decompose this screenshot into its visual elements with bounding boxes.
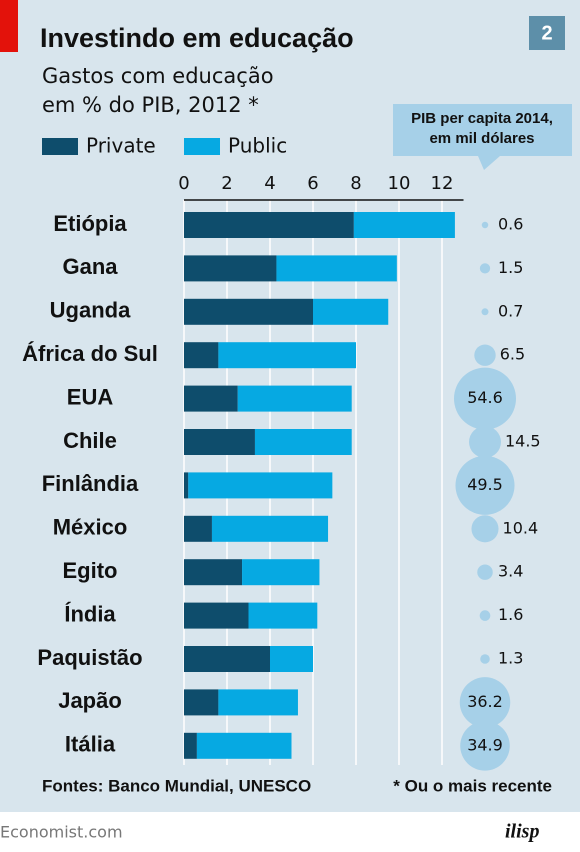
bubble	[481, 308, 489, 316]
bar-segment	[270, 646, 313, 672]
badge	[529, 16, 565, 50]
bubble-label: 54.6	[467, 388, 503, 407]
y-tick-label: Japão	[58, 688, 122, 713]
bubble	[455, 455, 515, 515]
bar-segment	[211, 515, 329, 542]
subtitle: Gastos com educação	[42, 64, 274, 88]
page-number: 2	[541, 22, 552, 44]
bar-segment	[184, 385, 238, 412]
x-tick-label: 4	[264, 173, 275, 194]
bar-segment	[276, 255, 397, 282]
bar-segment	[254, 429, 352, 455]
y-tick-label: Índia	[64, 601, 116, 626]
bubble-label: 1.5	[498, 258, 523, 277]
bubble	[454, 367, 516, 430]
footer-logo: ilisp	[505, 821, 539, 843]
bubble-label: 0.6	[498, 215, 523, 234]
y-tick-label: Gana	[62, 254, 118, 279]
bar-segment	[184, 689, 219, 716]
x-tick-label: 10	[388, 173, 411, 194]
bar-segment	[196, 732, 292, 759]
red-tag	[0, 0, 18, 52]
bubble-label: 34.9	[467, 735, 503, 754]
bar-segment	[188, 472, 333, 499]
bar-segment	[184, 212, 354, 238]
x-tick-label: 12	[431, 173, 454, 194]
y-tick-label: EUA	[67, 384, 114, 409]
bar-segment	[237, 385, 352, 412]
bubble-label: 1.3	[498, 649, 523, 668]
bubble-label: 36.2	[467, 692, 503, 711]
bar-segment	[242, 559, 320, 586]
bar-segment	[184, 255, 277, 282]
y-tick-label: Paquistão	[37, 645, 142, 670]
bubble-label: 10.4	[503, 518, 539, 537]
bar-segment	[184, 559, 243, 586]
bubble-label: 1.6	[498, 605, 523, 624]
x-tick-label: 0	[178, 173, 189, 194]
bubble	[474, 344, 496, 366]
bubble	[477, 564, 493, 580]
x-tick-label: 2	[221, 173, 232, 194]
bubble	[479, 263, 491, 274]
x-tick-label: 8	[350, 173, 361, 194]
bubble-label: 14.5	[505, 432, 541, 451]
callout-box	[393, 104, 572, 170]
bubble	[480, 654, 490, 664]
y-tick-label: Chile	[63, 428, 117, 453]
bubble-label: 6.5	[500, 345, 525, 364]
bubble	[479, 610, 491, 621]
legend-swatch	[42, 138, 78, 155]
bubble	[460, 721, 510, 771]
y-tick-label: Finlândia	[42, 471, 139, 496]
bar-segment	[248, 602, 318, 629]
bar-segment	[218, 342, 356, 369]
bar-segment	[184, 515, 212, 542]
chart-title: Investindo em educação	[40, 23, 354, 53]
bar-segment	[184, 429, 255, 455]
bubble	[471, 515, 499, 543]
bubble	[459, 677, 511, 728]
bubble-title: PIB per capita 2014,	[411, 110, 553, 127]
y-tick-label: Uganda	[50, 298, 131, 323]
bar-segment	[184, 472, 189, 499]
bar-segment	[184, 342, 219, 369]
bar-segment	[218, 689, 298, 716]
legend-label: Public	[228, 134, 287, 158]
bar-segment	[184, 298, 313, 325]
bubble	[481, 221, 489, 229]
bar-segment	[353, 212, 455, 238]
y-tick-label: África do Sul	[22, 341, 158, 366]
bubble-title: em mil dólares	[429, 130, 534, 147]
y-tick-label: Egito	[63, 558, 118, 583]
subtitle: em % do PIB, 2012 *	[42, 93, 259, 117]
y-tick-label: Etiópia	[53, 211, 127, 236]
x-tick-label: 6	[307, 173, 318, 194]
bubble	[469, 426, 501, 458]
bubble-label: 49.5	[467, 475, 503, 494]
legend-swatch	[184, 138, 220, 155]
y-tick-label: Itália	[65, 732, 116, 757]
source: Fontes: Banco Mundial, UNESCO	[42, 776, 311, 795]
bar-segment	[184, 732, 197, 759]
bar-segment	[184, 602, 249, 629]
note: * Ou o mais recente	[393, 776, 552, 795]
bar-segment	[184, 646, 270, 672]
bubble-label: 3.4	[498, 562, 523, 581]
bubble-label: 0.7	[498, 301, 523, 320]
footer-site: Economist.com	[0, 823, 123, 842]
legend-label: Private	[86, 134, 156, 158]
bar-segment	[313, 298, 389, 325]
y-tick-label: México	[53, 515, 128, 540]
